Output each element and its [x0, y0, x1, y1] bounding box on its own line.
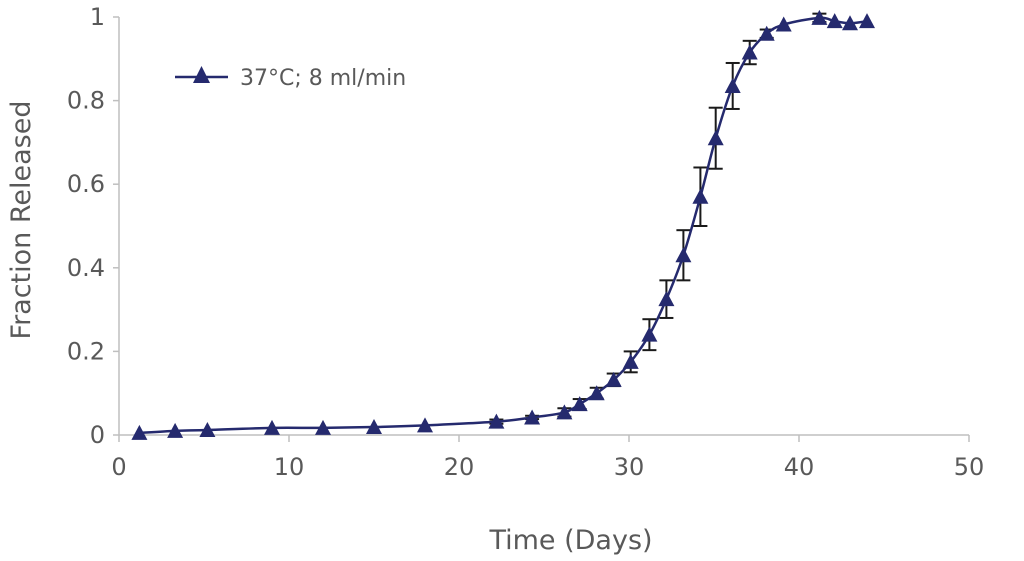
- y-tick-label: 0.8: [67, 87, 105, 115]
- data-point: [588, 385, 605, 401]
- x-tick-label: 20: [444, 453, 475, 481]
- x-tick-label: 30: [614, 453, 645, 481]
- data-point: [758, 25, 775, 41]
- legend-label: 37°C; 8 ml/min: [240, 66, 406, 91]
- data-point: [826, 13, 843, 29]
- data-point: [524, 409, 541, 425]
- data-point: [366, 419, 382, 435]
- y-axis-title: Fraction Released: [6, 101, 37, 340]
- data-point: [842, 15, 858, 31]
- axes: [113, 16, 970, 442]
- y-tick-label: 0.2: [67, 337, 105, 365]
- data-point: [556, 404, 573, 420]
- y-tick-label: 1: [90, 3, 105, 31]
- data-point: [488, 413, 505, 429]
- data-point: [675, 247, 692, 263]
- data-point: [724, 77, 741, 93]
- error-bars: [489, 12, 827, 425]
- data-point: [859, 13, 875, 29]
- data-point: [417, 417, 433, 433]
- data-point: [707, 130, 724, 146]
- data-point: [692, 188, 709, 204]
- y-tick-label: 0.6: [67, 170, 105, 198]
- data-point: [811, 9, 828, 25]
- series-markers: [131, 9, 875, 440]
- tick-labels: 00.20.40.60.810 10 20 30 40 50: [67, 3, 984, 481]
- data-point: [264, 419, 280, 435]
- data-point: [658, 291, 675, 307]
- data-point: [167, 422, 184, 438]
- data-point: [622, 353, 639, 369]
- data-point: [775, 16, 792, 32]
- data-point: [571, 396, 588, 412]
- data-point: [605, 371, 622, 387]
- x-axis-title: Time (Days): [488, 525, 652, 556]
- legend-marker-triangle: [193, 66, 210, 83]
- x-tick-label: 50: [954, 453, 985, 481]
- data-point: [199, 421, 216, 437]
- data-point: [741, 44, 758, 60]
- data-point: [641, 326, 658, 342]
- x-tick-label: 10: [274, 453, 305, 481]
- x-tick-label: 40: [784, 453, 815, 481]
- y-tick-label: 0: [90, 421, 105, 449]
- legend: 37°C; 8 ml/min: [175, 66, 406, 91]
- x-tick-label: 0: [111, 453, 126, 481]
- y-tick-label: 0.4: [67, 254, 105, 282]
- data-point: [315, 419, 331, 435]
- data-point: [131, 424, 148, 440]
